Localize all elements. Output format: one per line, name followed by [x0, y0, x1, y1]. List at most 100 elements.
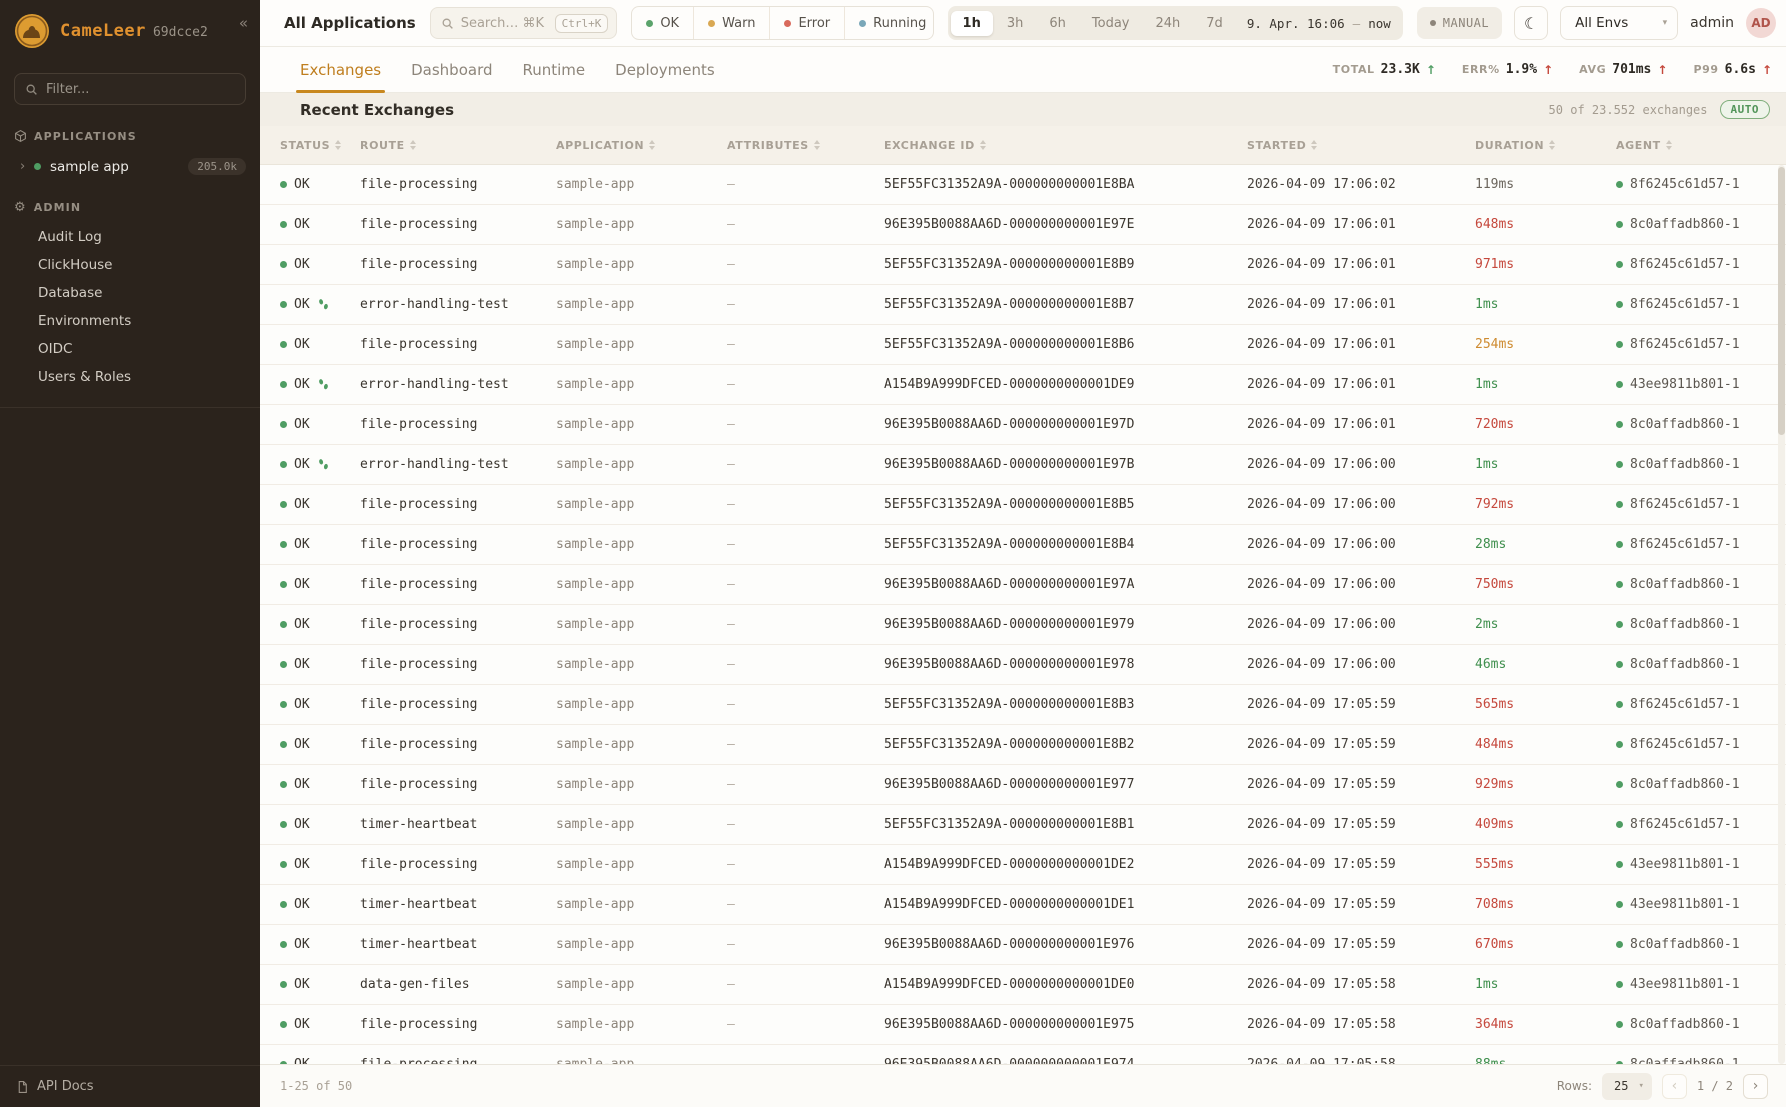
time-range-3h[interactable]: 3h	[1006, 15, 1024, 31]
table-row[interactable]: OK file-processing sample-app — 5EF55FC3…	[260, 725, 1786, 765]
tab-dashboard[interactable]: Dashboard	[411, 60, 493, 79]
table-row[interactable]: OK timer-heartbeat sample-app — A154B9A9…	[260, 885, 1786, 925]
sidebar-collapse-icon[interactable]: «	[238, 14, 248, 32]
theme-toggle-button[interactable]: ☾	[1514, 6, 1549, 40]
stat-label: P99	[1693, 63, 1719, 76]
table-row[interactable]: OK timer-heartbeat sample-app — 5EF55FC3…	[260, 805, 1786, 845]
agent-cell: 8c0affadb860-1	[1616, 1017, 1786, 1032]
exchange-id-cell: 5EF55FC31352A9A-000000000001E8B4	[884, 537, 1135, 552]
exchange-id-cell: 5EF55FC31352A9A-000000000001E8B6	[884, 337, 1135, 352]
sort-up-icon	[1665, 140, 1672, 144]
sidebar-item-sample-app[interactable]: › sample app 205.0k	[0, 153, 260, 180]
scrollbar-track[interactable]	[1778, 165, 1785, 1064]
duration-cell: 28ms	[1475, 537, 1507, 552]
auto-refresh-badge[interactable]: AUTO	[1719, 100, 1770, 119]
sidebar-item-environments[interactable]: Environments	[38, 313, 132, 329]
status-filter-warn[interactable]: Warn	[694, 7, 771, 39]
duration-cell: 648ms	[1475, 217, 1515, 232]
exchange-id-cell: 96E395B0088AA6D-000000000001E97A	[884, 577, 1135, 592]
table-row[interactable]: OK error-handling-test sample-app — 96E3…	[260, 445, 1786, 485]
table-row[interactable]: OK file-processing sample-app — 96E395B0…	[260, 765, 1786, 805]
table-row[interactable]: OK timer-heartbeat sample-app — 96E395B0…	[260, 925, 1786, 965]
agent-id-label: 43ee9811b801-1	[1630, 977, 1740, 992]
column-header-application[interactable]: APPLICATION	[556, 139, 727, 152]
table-row[interactable]: OK file-processing sample-app — 5EF55FC3…	[260, 685, 1786, 725]
manual-refresh-button[interactable]: MANUAL	[1416, 7, 1503, 39]
sidebar-filter-input[interactable]: Filter...	[14, 73, 246, 105]
time-range-control: 1h 3h 6h Today 24h 7d 9. Apr. 16:06 — now	[947, 6, 1403, 40]
column-header-started[interactable]: STARTED	[1247, 139, 1475, 152]
table-row[interactable]: OK data-gen-files sample-app — A154B9A99…	[260, 965, 1786, 1005]
exchange-id-cell: 96E395B0088AA6D-000000000001E978	[884, 657, 1135, 672]
table-row[interactable]: OK error-handling-test sample-app — A154…	[260, 365, 1786, 405]
table-row[interactable]: OK error-handling-test sample-app — 5EF5…	[260, 285, 1786, 325]
started-cell: 2026-04-09 17:06:02	[1247, 177, 1396, 192]
table-row[interactable]: OK file-processing sample-app — 5EF55FC3…	[260, 165, 1786, 205]
tab-runtime[interactable]: Runtime	[522, 60, 586, 79]
chevron-right-icon[interactable]: ›	[20, 159, 26, 174]
attributes-cell: —	[727, 577, 735, 592]
table-row[interactable]: OK file-processing sample-app — 96E395B0…	[260, 405, 1786, 445]
status-dot-icon	[646, 19, 654, 27]
sidebar-item-clickhouse[interactable]: ClickHouse	[38, 257, 113, 273]
time-range-1h[interactable]: 1h	[950, 10, 993, 36]
time-range-24h[interactable]: 24h	[1155, 15, 1181, 31]
sidebar-item-database[interactable]: Database	[38, 285, 103, 301]
time-range-6h[interactable]: 6h	[1049, 15, 1066, 31]
column-header-status[interactable]: STATUS	[280, 139, 360, 152]
time-range-display[interactable]: 9. Apr. 16:06 — now	[1247, 16, 1391, 31]
avatar[interactable]: AD	[1746, 8, 1776, 38]
sidebar-item-users-roles[interactable]: Users & Roles	[38, 369, 132, 385]
stat-label: ERR%	[1461, 63, 1500, 76]
tab-deployments[interactable]: Deployments	[615, 60, 715, 79]
previous-page-button[interactable]: ‹	[1661, 1073, 1687, 1099]
started-cell: 2026-04-09 17:06:01	[1247, 217, 1396, 232]
status-cell: OK	[280, 497, 360, 512]
sidebar-item-audit-log[interactable]: Audit Log	[38, 229, 102, 245]
table-row[interactable]: OK file-processing sample-app — A154B9A9…	[260, 845, 1786, 885]
agent-cell: 8c0affadb860-1	[1616, 777, 1786, 792]
status-cell: OK	[280, 817, 360, 832]
table-row[interactable]: OK file-processing sample-app — 96E395B0…	[260, 605, 1786, 645]
api-docs-label: API Docs	[37, 1079, 94, 1094]
table-row[interactable]: OK file-processing sample-app — 96E395B0…	[260, 1005, 1786, 1045]
table-row[interactable]: OK file-processing sample-app — 5EF55FC3…	[260, 245, 1786, 285]
table-row[interactable]: OK file-processing sample-app — 5EF55FC3…	[260, 485, 1786, 525]
table-row[interactable]: OK file-processing sample-app — 96E395B0…	[260, 1045, 1786, 1064]
started-cell: 2026-04-09 17:06:00	[1247, 657, 1396, 672]
sidebar-item-oidc[interactable]: OIDC	[38, 341, 73, 357]
environment-select[interactable]: All Envs ▾	[1560, 6, 1679, 40]
agent-id-label: 8c0affadb860-1	[1630, 217, 1740, 232]
tab-exchanges[interactable]: Exchanges	[295, 47, 386, 93]
table-row[interactable]: OK file-processing sample-app — 96E395B0…	[260, 565, 1786, 605]
column-header-attributes[interactable]: ATTRIBUTES	[727, 139, 884, 152]
column-header-duration[interactable]: DURATION	[1475, 139, 1616, 152]
route-cell: timer-heartbeat	[360, 937, 478, 952]
application-cell: sample-app	[556, 1057, 727, 1064]
column-header-exchange-id[interactable]: EXCHANGE ID	[884, 139, 1247, 152]
scrollbar-thumb[interactable]	[1778, 167, 1785, 435]
search-input[interactable]: Search… ⌘K Ctrl+K	[429, 7, 618, 39]
agent-id-label: 8c0affadb860-1	[1630, 937, 1740, 952]
status-cell: OK	[280, 697, 360, 712]
table-row[interactable]: OK file-processing sample-app — 5EF55FC3…	[260, 325, 1786, 365]
status-filter-ok[interactable]: OK	[632, 7, 695, 39]
status-label: OK	[294, 417, 310, 432]
table-row[interactable]: OK file-processing sample-app — 5EF55FC3…	[260, 525, 1786, 565]
status-filter-error[interactable]: Error	[770, 7, 846, 39]
column-header-agent[interactable]: AGENT	[1616, 139, 1786, 152]
next-page-button[interactable]: ›	[1743, 1073, 1768, 1099]
application-cell: sample-app	[556, 937, 635, 952]
table-row[interactable]: OK file-processing sample-app — 96E395B0…	[260, 205, 1786, 245]
status-filter-running[interactable]: Running	[845, 7, 932, 39]
column-header-route[interactable]: ROUTE	[360, 139, 556, 152]
status-filter-label: Error	[798, 15, 831, 31]
table-row[interactable]: OK file-processing sample-app — 96E395B0…	[260, 645, 1786, 685]
rows-per-page-select[interactable]: 25 ▾	[1602, 1072, 1652, 1100]
time-range-7d[interactable]: 7d	[1206, 15, 1223, 31]
sidebar-item-api-docs[interactable]: API Docs	[0, 1065, 260, 1107]
column-header-label: DURATION	[1475, 138, 1545, 152]
time-range-today[interactable]: Today	[1091, 15, 1130, 31]
sidebar-divider	[0, 407, 260, 408]
agent-cell: 8f6245c61d57-1	[1616, 337, 1786, 352]
